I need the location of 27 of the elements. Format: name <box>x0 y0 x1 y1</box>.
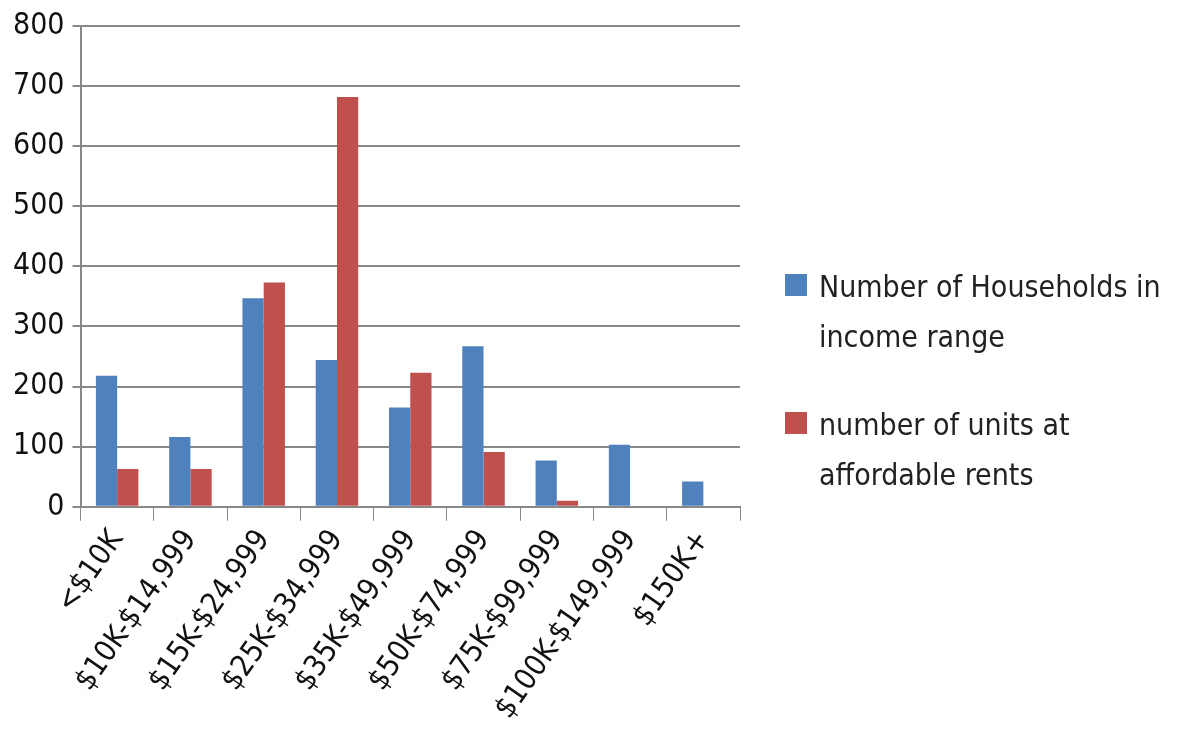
legend-label: Number of Households in income range <box>819 268 1162 356</box>
y-tick-label: 200 <box>12 366 65 402</box>
bar <box>190 468 212 506</box>
bar <box>263 282 285 506</box>
y-tick-label: 400 <box>12 246 65 282</box>
y-tick-label: 500 <box>12 186 65 222</box>
bar <box>608 444 631 506</box>
bar <box>315 360 337 506</box>
bar <box>410 372 432 506</box>
bar <box>242 298 264 506</box>
bar <box>556 500 579 506</box>
bar <box>169 437 191 506</box>
y-tick-label: 800 <box>12 5 65 41</box>
bar <box>117 468 139 506</box>
y-tick-label: 700 <box>12 65 65 101</box>
y-tick-label: 600 <box>12 125 65 161</box>
bar <box>682 481 704 506</box>
bar <box>389 407 411 506</box>
bar <box>535 460 557 506</box>
y-tick-label: 300 <box>12 306 65 342</box>
bar <box>336 96 359 506</box>
y-tick-label: 100 <box>12 426 65 462</box>
bar <box>483 452 505 506</box>
bar <box>95 375 118 506</box>
legend-label: number of units at affordable rents <box>819 406 1071 494</box>
y-tick-label: 0 <box>47 486 65 522</box>
bar <box>462 346 484 506</box>
